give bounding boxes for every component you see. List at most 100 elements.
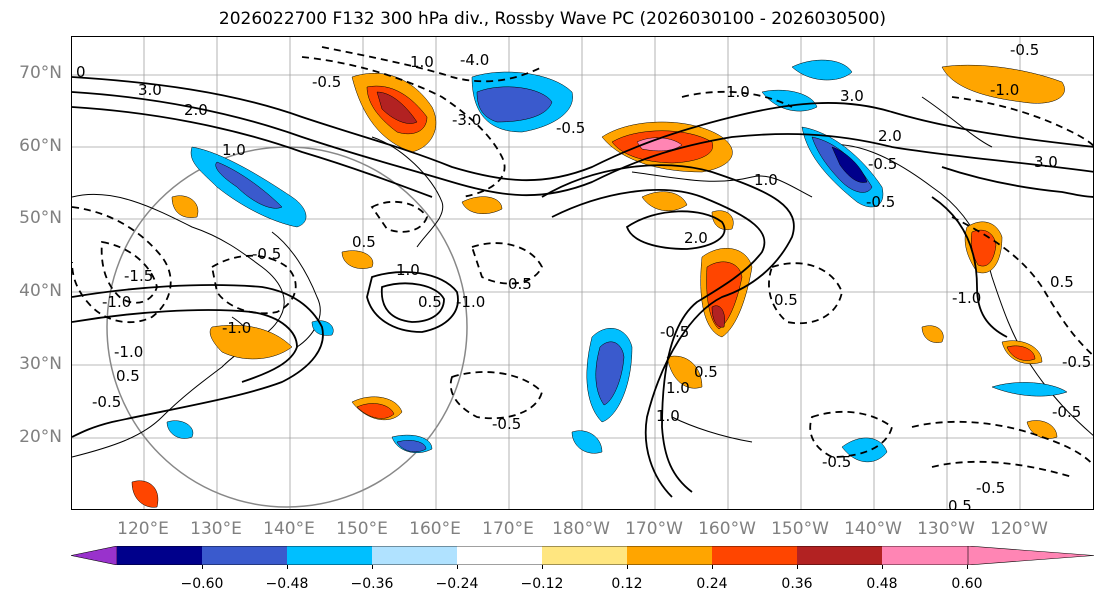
divergence-shading	[131, 59, 1068, 508]
colorbar-segment	[287, 546, 372, 565]
contour-label: -1.0	[222, 319, 251, 337]
contour-label: 3.0	[840, 87, 864, 105]
lon-label: 170°W	[625, 519, 683, 539]
colorbar-tick	[202, 565, 203, 569]
colorbar-tick-label: 0.24	[696, 576, 728, 592]
contour-label: -0.5	[1052, 403, 1081, 421]
contour-label: -0.5	[1062, 353, 1091, 371]
contour-label: 3.0	[1034, 153, 1058, 171]
contour-label: -0.5	[1010, 41, 1039, 59]
colorbar-tick	[967, 565, 968, 569]
contour-label: 0.5	[1050, 273, 1074, 291]
contour-label: 2.0	[184, 101, 208, 119]
contour-label: 0.5	[774, 291, 798, 309]
contour-label: -4.0	[460, 51, 489, 69]
map-title: 2026022700 F132 300 hPa div., Rossby Wav…	[218, 9, 887, 29]
contour-label: -0.5	[252, 245, 281, 263]
contour-label: 0.5	[694, 363, 718, 381]
lon-label: 180°W	[552, 519, 610, 539]
contour-label: 0.5	[948, 497, 972, 510]
lon-label: 120°E	[117, 519, 169, 539]
colorbar-tick	[372, 565, 373, 569]
contour-label: 1.0	[726, 83, 750, 101]
contour-label: 0.5	[352, 233, 376, 251]
colorbar-tick-label: −0.60	[180, 576, 224, 592]
colorbar-tick-label: −0.36	[350, 576, 394, 592]
lon-label: 130°E	[190, 519, 242, 539]
colorbar-segment	[457, 546, 542, 565]
lon-label: 150°E	[336, 519, 388, 539]
contour-label: -0.5	[660, 323, 689, 341]
lon-label: 130°W	[917, 519, 975, 539]
contour-label: -0.5	[868, 155, 897, 173]
contour-label: -0.5	[492, 415, 521, 433]
contour-label: -0.5	[822, 453, 851, 471]
map-panel: 0 3.0 2.0 1.0 -4.0 -3.0 -0.5 1.0 3.0 2.0…	[71, 36, 1094, 510]
colorbar-tick	[287, 565, 288, 569]
lon-label: 160°E	[409, 519, 461, 539]
contour-label: 0.5	[508, 275, 532, 293]
contour-label: 1.0	[222, 141, 246, 159]
colorbar-tick-label: 0.12	[611, 576, 643, 592]
lon-label: 150°W	[771, 519, 829, 539]
contour-label: 1.0	[656, 407, 680, 425]
contour-label: 1.0	[754, 171, 778, 189]
contour-label-group: 0 3.0 2.0 1.0 -4.0 -3.0 -0.5 1.0 3.0 2.0…	[76, 41, 1091, 510]
colorbar-segment	[372, 546, 457, 565]
lon-label: 140°W	[844, 519, 902, 539]
colorbar-extend-min	[71, 546, 118, 565]
contour-label: 1.0	[396, 261, 420, 279]
contour-label: 0	[76, 63, 86, 81]
lat-label: 40°N	[19, 281, 62, 301]
lon-label: 170°E	[482, 519, 534, 539]
dashed-contours	[72, 46, 1093, 478]
contour-label: -0.5	[866, 193, 895, 211]
lon-label: 140°E	[263, 519, 315, 539]
lon-label: 120°W	[990, 519, 1048, 539]
contour-label: -0.5	[556, 119, 585, 137]
contour-label: -0.5	[312, 73, 341, 91]
contour-label: 0.5	[116, 367, 140, 385]
colorbar-segment	[117, 546, 202, 565]
lon-label: 160°W	[698, 519, 756, 539]
colorbar-tick-label: −0.12	[520, 576, 564, 592]
contour-label: 1.0	[666, 379, 690, 397]
contour-label: 2.0	[684, 229, 708, 247]
lat-label: 20°N	[19, 427, 62, 447]
contour-label: 1.0	[410, 53, 434, 71]
contour-label: -1.0	[952, 289, 981, 307]
contour-label: -0.5	[92, 393, 121, 411]
colorbar	[71, 546, 1094, 565]
contour-label: 3.0	[138, 81, 162, 99]
colorbar-tick	[882, 565, 883, 569]
colorbar-tick	[457, 565, 458, 569]
colorbar-tick-label: 0.60	[951, 576, 983, 592]
colorbar-segment	[202, 546, 287, 565]
colorbar-tick	[712, 565, 713, 569]
contour-label: -1.5	[124, 267, 153, 285]
contour-label: -1.0	[102, 293, 131, 311]
contour-label: -1.0	[456, 293, 485, 311]
contour-lines	[72, 76, 1093, 498]
contour-label: 0.5	[418, 293, 442, 311]
colorbar-segment	[712, 546, 797, 565]
map-canvas: 0 3.0 2.0 1.0 -4.0 -3.0 -0.5 1.0 3.0 2.0…	[72, 37, 1093, 510]
lat-label: 30°N	[19, 354, 62, 374]
contour-label: 2.0	[878, 127, 902, 145]
colorbar-tick-label: −0.48	[265, 576, 309, 592]
colorbar-segment	[542, 546, 627, 565]
contour-label: -1.0	[990, 81, 1019, 99]
contour-label: -0.5	[976, 479, 1005, 497]
lat-label: 50°N	[19, 208, 62, 228]
colorbar-extend-max	[967, 546, 1094, 565]
colorbar-tick-label: −0.24	[435, 576, 479, 592]
colorbar-segment	[627, 546, 712, 565]
contour-label: -3.0	[452, 111, 481, 129]
colorbar-segment	[882, 546, 968, 565]
lat-label: 70°N	[19, 63, 62, 83]
contour-label: -1.0	[114, 343, 143, 361]
colorbar-tick	[542, 565, 543, 569]
lat-label: 60°N	[19, 136, 62, 156]
colorbar-tick-label: 0.36	[781, 576, 813, 592]
colorbar-tick	[797, 565, 798, 569]
